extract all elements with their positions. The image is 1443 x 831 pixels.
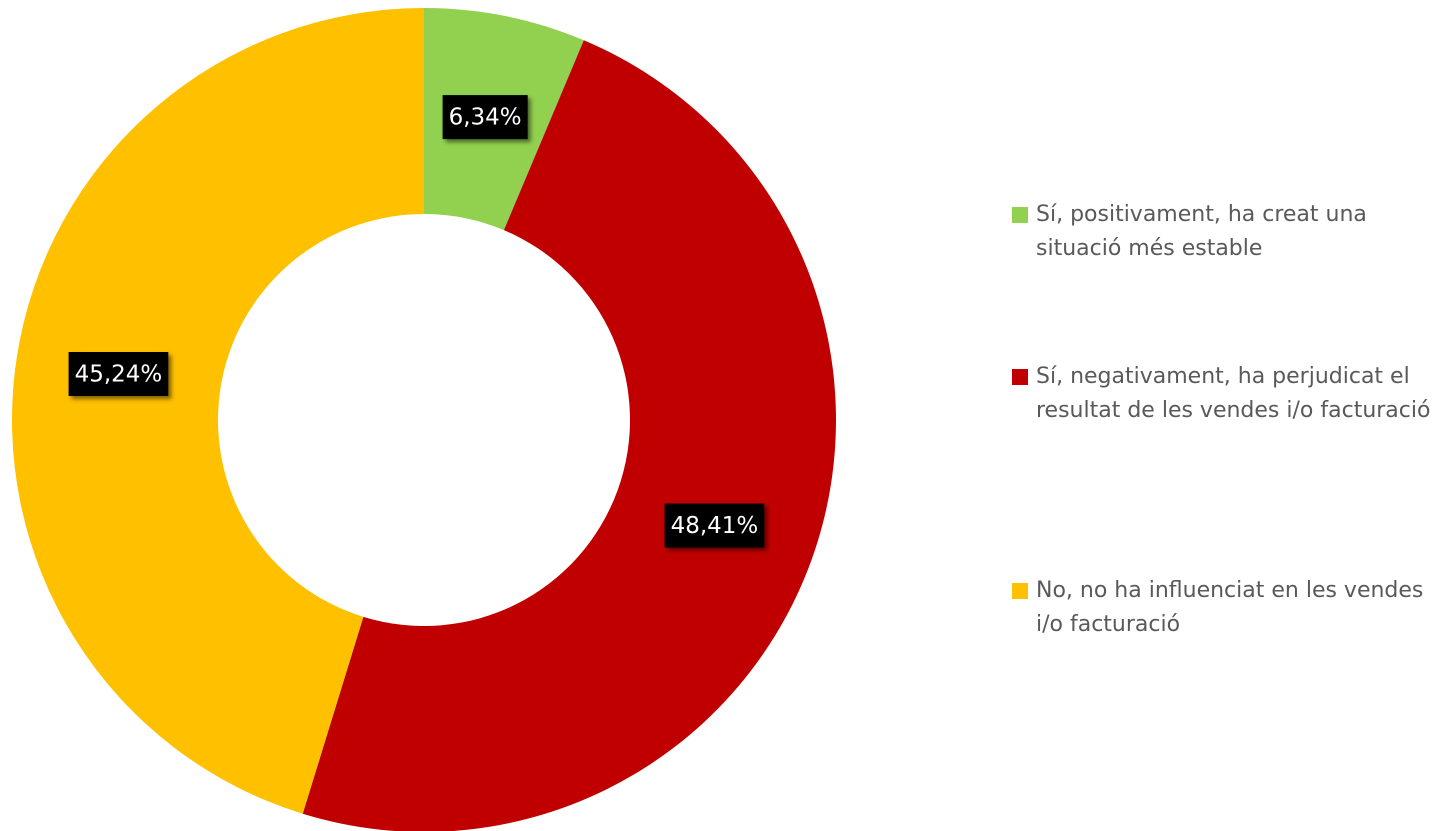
legend-label: Sí, positivament, ha creat una situació … bbox=[1036, 202, 1367, 261]
legend-label: No, no ha influenciat en les vendes i/o … bbox=[1036, 578, 1424, 637]
data-label-box bbox=[442, 95, 528, 140]
legend-swatch bbox=[1012, 583, 1028, 599]
data-label: 45,24% bbox=[68, 352, 169, 397]
legend-item: Sí, positivament, ha creat una situació … bbox=[1012, 198, 1437, 266]
legend-label: Sí, negativament, ha perjudicat el resul… bbox=[1036, 364, 1431, 423]
data-label: 6,34% bbox=[442, 95, 528, 140]
donut-segment bbox=[12, 8, 425, 814]
donut-segment bbox=[302, 40, 836, 831]
legend-swatch bbox=[1012, 369, 1028, 385]
data-label-text: 48,41% bbox=[671, 513, 759, 539]
data-label-text: 6,34% bbox=[449, 105, 522, 131]
data-label: 48,41% bbox=[664, 503, 765, 548]
legend-item: Sí, negativament, ha perjudicat el resul… bbox=[1012, 360, 1437, 428]
data-label-box bbox=[68, 352, 169, 397]
legend-swatch bbox=[1012, 207, 1028, 223]
data-label-box bbox=[664, 503, 765, 548]
legend-item: No, no ha influenciat en les vendes i/o … bbox=[1012, 574, 1437, 642]
data-label-text: 45,24% bbox=[75, 362, 163, 388]
